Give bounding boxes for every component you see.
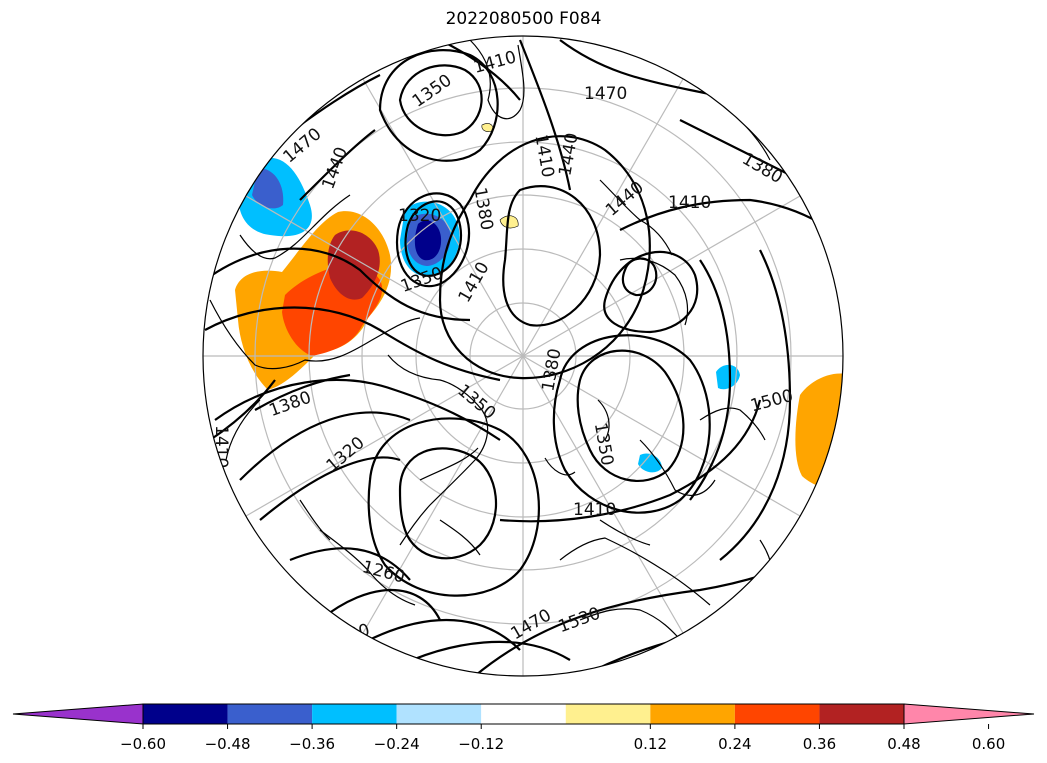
- contour-label: 1470: [279, 124, 325, 167]
- contour-west-3: [214, 378, 501, 441]
- contour-1530: [559, 618, 781, 676]
- contour-ring-1320: [404, 200, 463, 277]
- colorbar-tick-label: 0.24: [718, 735, 751, 753]
- colorbar-segment: [143, 704, 228, 724]
- colorbar-tick-label: 0.36: [803, 735, 836, 753]
- colorbar-segment: [396, 704, 482, 724]
- contour-1260: [289, 547, 411, 581]
- colorbar-segment: [650, 704, 735, 724]
- colorbar-extend-low: [12, 703, 144, 725]
- graticule: [203, 36, 843, 676]
- colorbar-tick-label: 0.12: [634, 735, 667, 753]
- contour-1470-east: [719, 249, 792, 561]
- contour-1380-long: [438, 135, 651, 380]
- contour-1440-nw: [299, 129, 376, 201]
- contour-ring-east: [621, 257, 658, 297]
- colorbar-tick-label: 0.60: [972, 735, 1005, 753]
- contour-label: 1500: [748, 386, 795, 417]
- contour-label: 1440: [318, 144, 352, 191]
- fill-orange-east: [795, 373, 843, 491]
- fill-yellow-north: [481, 123, 494, 132]
- contour-label: 1380: [538, 347, 565, 393]
- contour-label: 1350: [590, 421, 617, 467]
- contour-1410-north: [619, 198, 843, 241]
- contour-label: 1380: [469, 186, 496, 232]
- colorbar-tick-label: −0.48: [205, 735, 251, 753]
- colorbar-tick-label: −0.36: [289, 735, 335, 753]
- contour-label: 1530: [556, 604, 603, 638]
- map-title: 2022080500 F084: [445, 9, 602, 29]
- contour-1320-south: [398, 447, 498, 560]
- contour-1470-nw: [279, 74, 381, 141]
- colorbar-tick-label: −0.24: [374, 735, 420, 753]
- contour-label: 1410: [530, 133, 557, 179]
- contour-1410-w: [209, 379, 276, 441]
- contour-label: 1470: [584, 84, 627, 104]
- colorbar-segment: [481, 704, 566, 724]
- contour-ring-1350-north: [398, 64, 483, 137]
- contour-label: 1320: [323, 433, 369, 476]
- contour-1350-south: [576, 349, 685, 483]
- colorbar: −0.60 −0.48 −0.36 −0.24 −0.12 0.12 0.24 0.36 0.4…: [12, 703, 1035, 753]
- fill-cyan-east: [716, 364, 740, 390]
- contour-1290: [319, 589, 441, 621]
- fill-blue-west: [252, 168, 284, 209]
- colorbar-segment: [819, 704, 904, 724]
- contour-west-1: [204, 247, 471, 322]
- contour-ring-1350-centre: [395, 192, 471, 288]
- colorbar-tick-label: 0.48: [887, 735, 920, 753]
- contour-label: 1410: [573, 500, 616, 520]
- contour-1440-east: [689, 259, 732, 501]
- contour-1410-south: [499, 399, 762, 523]
- contour-label: 1440: [555, 131, 582, 177]
- contour-label: 1380: [738, 149, 785, 188]
- contour-sw-1: [349, 619, 521, 651]
- contour-trough-1410: [502, 185, 602, 327]
- contour-label: 1410: [471, 47, 518, 78]
- colorbar-segment: [565, 704, 651, 724]
- contour-label: 1320: [398, 206, 441, 226]
- contour-label: 1410: [668, 193, 711, 213]
- contour-west-5: [259, 456, 401, 521]
- contour-west-4: [239, 411, 411, 481]
- contour-label: 1350: [409, 71, 456, 112]
- colorbar-extend-high: [903, 703, 1035, 725]
- contour-west-2: [204, 306, 501, 382]
- contour-1380-south: [552, 334, 711, 514]
- contour-1380-east-ring: [603, 250, 699, 334]
- colorbar-tick-label: −0.12: [458, 735, 504, 753]
- contour-1440-north: [518, 39, 572, 191]
- colorbar-segment: [734, 704, 820, 724]
- contour-1380-w: [254, 373, 351, 411]
- colorbar-segment: [227, 704, 313, 724]
- contour-sw-2: [389, 640, 571, 671]
- contour-ring-1380-north: [378, 49, 499, 162]
- colorbar-frame: [142, 703, 905, 725]
- colorbar-tick-label: −0.60: [120, 735, 166, 753]
- map-border: [202, 35, 844, 677]
- contour-label: 1260: [360, 557, 407, 588]
- colorbar-segment: [312, 704, 397, 724]
